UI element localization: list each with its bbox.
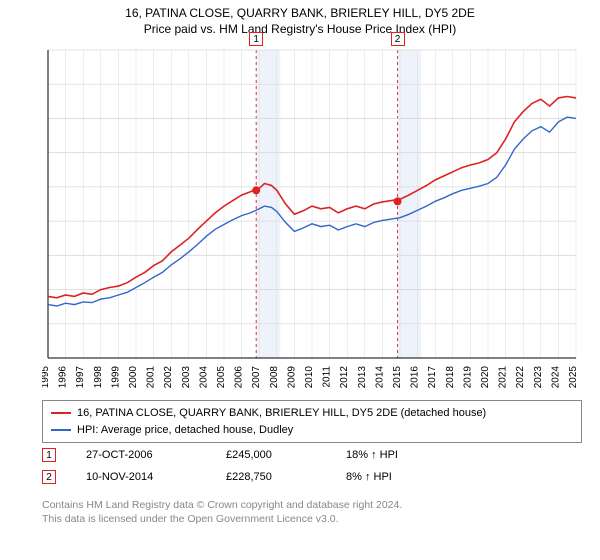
svg-text:2022: 2022	[515, 366, 526, 389]
svg-text:2024: 2024	[550, 366, 561, 389]
svg-text:2015: 2015	[392, 366, 403, 389]
svg-text:1996: 1996	[58, 366, 69, 389]
annotation-row: 1 27-OCT-2006 £245,000 18% ↑ HPI	[42, 444, 582, 466]
svg-text:2006: 2006	[234, 366, 245, 389]
svg-text:2013: 2013	[357, 366, 368, 389]
svg-text:2019: 2019	[462, 366, 473, 389]
footer-line: Contains HM Land Registry data © Crown c…	[42, 498, 582, 512]
chart-area: £0£50K£100K£150K£200K£250K£300K£350K£400…	[42, 44, 582, 394]
svg-text:2012: 2012	[339, 366, 350, 389]
svg-text:1995: 1995	[42, 366, 51, 389]
annotation-date: 10-NOV-2014	[86, 471, 196, 483]
annotation-price: £245,000	[226, 449, 316, 461]
line-chart-svg: £0£50K£100K£150K£200K£250K£300K£350K£400…	[42, 44, 582, 394]
annotations: 1 27-OCT-2006 £245,000 18% ↑ HPI 2 10-NOV-201…	[42, 444, 582, 488]
annotation-delta: 18% ↑ HPI	[346, 449, 398, 461]
svg-text:2025: 2025	[568, 366, 579, 389]
svg-text:2016: 2016	[410, 366, 421, 389]
svg-text:1998: 1998	[93, 366, 104, 389]
annotation-marker: 2	[42, 470, 56, 484]
svg-text:2007: 2007	[251, 366, 262, 389]
svg-text:2008: 2008	[269, 366, 280, 389]
svg-text:2002: 2002	[163, 366, 174, 389]
svg-text:2009: 2009	[286, 366, 297, 389]
svg-text:2021: 2021	[498, 366, 509, 389]
legend-row: HPI: Average price, detached house, Dudl…	[51, 422, 573, 439]
footer-attribution: Contains HM Land Registry data © Crown c…	[42, 498, 582, 526]
annotation-marker: 1	[42, 448, 56, 462]
annotation-date: 27-OCT-2006	[86, 449, 196, 461]
svg-text:2017: 2017	[427, 366, 438, 389]
legend-swatch	[51, 429, 71, 431]
svg-text:2020: 2020	[480, 366, 491, 389]
sale-marker: 2	[391, 32, 405, 46]
svg-text:2011: 2011	[322, 366, 333, 388]
chart-title: 16, PATINA CLOSE, QUARRY BANK, BRIERLEY …	[10, 6, 590, 20]
svg-text:2023: 2023	[533, 366, 544, 389]
legend-swatch	[51, 412, 71, 414]
svg-text:2004: 2004	[198, 366, 209, 389]
legend-row: 16, PATINA CLOSE, QUARRY BANK, BRIERLEY …	[51, 405, 573, 422]
annotation-price: £228,750	[226, 471, 316, 483]
svg-text:2005: 2005	[216, 366, 227, 389]
svg-text:2018: 2018	[445, 366, 456, 389]
svg-text:1999: 1999	[110, 366, 121, 389]
svg-text:2014: 2014	[374, 366, 385, 389]
title-block: 16, PATINA CLOSE, QUARRY BANK, BRIERLEY …	[0, 0, 600, 38]
legend-label: 16, PATINA CLOSE, QUARRY BANK, BRIERLEY …	[77, 405, 486, 422]
sale-marker: 1	[249, 32, 263, 46]
svg-text:1997: 1997	[75, 366, 86, 389]
legend-label: HPI: Average price, detached house, Dudl…	[77, 422, 293, 439]
annotation-row: 2 10-NOV-2014 £228,750 8% ↑ HPI	[42, 466, 582, 488]
chart-container: 16, PATINA CLOSE, QUARRY BANK, BRIERLEY …	[0, 0, 600, 560]
svg-text:2001: 2001	[146, 366, 157, 389]
chart-subtitle: Price paid vs. HM Land Registry's House …	[10, 22, 590, 36]
svg-text:2003: 2003	[181, 366, 192, 389]
footer-line: This data is licensed under the Open Gov…	[42, 512, 582, 526]
annotation-delta: 8% ↑ HPI	[346, 471, 392, 483]
svg-text:2000: 2000	[128, 366, 139, 389]
svg-text:2010: 2010	[304, 366, 315, 389]
legend: 16, PATINA CLOSE, QUARRY BANK, BRIERLEY …	[42, 400, 582, 443]
